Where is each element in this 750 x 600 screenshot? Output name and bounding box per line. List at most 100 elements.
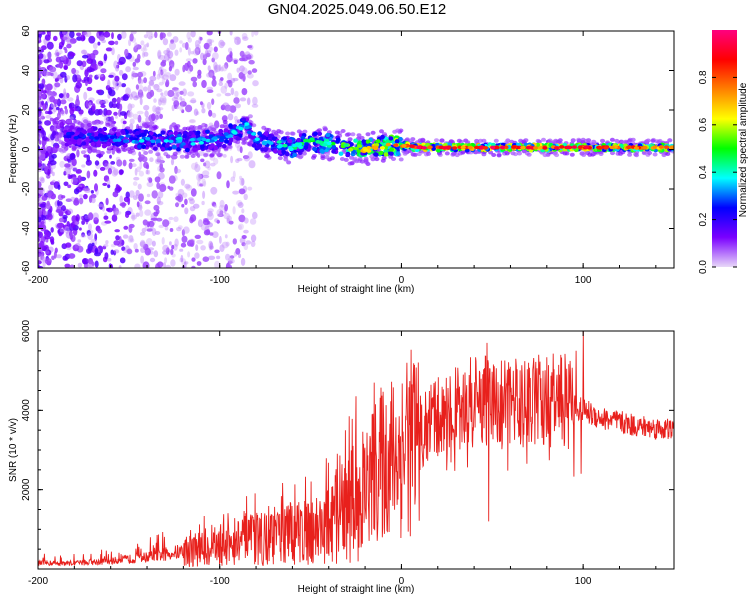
spectrogram-noise-point [165,79,170,87]
spectrogram-noise-point [189,198,195,205]
spectrogram-noise-point [69,107,75,116]
spectrogram-noise-point [169,74,177,82]
spectrogram-noise-point [153,83,160,91]
spectrogram-core-point [141,144,147,149]
spectrogram-noise-point [59,227,65,233]
spectrogram-band-point [350,132,356,137]
spectrogram-noise-point [62,56,69,65]
spectrogram-band-point [283,157,289,162]
spectrogram-noise-point [88,35,96,44]
spectrogram-noise-point [184,207,189,215]
spectrogram-noise-point [83,76,90,83]
spectrogram-noise-point [91,103,96,112]
spectrogram-noise-point [143,77,148,84]
spectrogram-noise-point [242,36,249,41]
spectrogram-noise-point [146,91,153,100]
spectrogram-noise-point [181,203,185,208]
spectrogram-noise-point [59,160,65,168]
colorbar: 0.0 0.2 0.4 0.6 0.8 Normalized spectral ampl… [698,30,749,274]
spectrogram-noise-point [127,103,133,112]
spectrogram-ridge-point [609,145,615,150]
spectrogram-noise-point [81,49,87,55]
spectrogram-noise-point [82,187,90,192]
spectrogram-noise-point [65,198,72,202]
spectrogram-band-point [296,129,302,134]
spectrogram-noise-point [130,91,138,98]
spectrogram-noise-point [220,77,224,81]
spectrogram-noise-point [158,55,166,60]
spectrogram-noise-point [239,57,246,62]
spectrogram-band-point [339,157,345,161]
spectrogram-noise-point [77,175,82,183]
spectrogram-core-point [140,129,146,134]
spectrogram-noise-point [57,184,61,190]
spectrogram-xtick-label: 0 [399,275,405,286]
spectrogram-noise-point [56,222,63,229]
spectrogram-noise-point [38,83,45,90]
spectrogram-noise-point [202,58,207,66]
spectrogram-noise-point [247,186,253,191]
spectrogram-ridge-point [499,145,506,150]
spectrogram-core-point [224,139,229,144]
spectrogram-ridge-point [427,145,433,150]
spectrogram-noise-point [56,63,64,68]
spectrogram-band-point [325,151,330,156]
spectrogram-noise-point [238,188,246,195]
spectrogram-noise-point [121,73,128,81]
spectrogram-marks [38,31,674,268]
spectrogram-noise-point [129,123,134,131]
spectrogram-ridge-point [642,145,648,150]
spectrogram-noise-point [248,44,254,50]
spectrogram-noise-point [246,97,251,106]
spectrogram-noise-point [138,151,142,157]
spectrogram-noise-point [144,43,149,48]
spectrogram-noise-point [216,171,222,180]
spectrogram-band-point [493,138,499,143]
spectrogram-noise-point [44,120,52,126]
spectrogram-noise-point [41,215,46,221]
spectrogram-band-point [517,151,522,156]
spectrogram-noise-point [38,31,43,34]
spectrogram-noise-point [147,176,152,182]
spectrogram-noise-point [111,214,118,222]
spectrogram-noise-point [197,219,203,228]
spectrogram-noise-point [119,103,123,112]
spectrogram-noise-point [227,47,233,53]
spectrogram-noise-point [146,42,150,48]
spectrogram-core-point [213,145,219,151]
spectrogram-noise-point [75,214,80,222]
spectrogram-noise-point [87,232,94,241]
spectrogram-band-point [297,155,303,160]
spectrogram-noise-point [127,235,134,243]
spectrogram-ridge-point [138,139,144,143]
spectrogram-noise-point [104,252,109,260]
spectrogram-noise-point [83,214,89,220]
spectrogram-noise-point [139,241,146,248]
spectrogram-noise-point [76,32,82,37]
spectrogram-ridge-point [112,138,118,143]
spectrogram-xtick-label: -200 [28,275,48,286]
spectrogram-noise-point [38,207,43,216]
spectrogram-noise-point [214,218,219,223]
spectrogram-ridge-point [276,144,283,149]
spectrogram-noise-point [157,49,162,59]
spectrogram-ridge-point [180,142,186,146]
spectrogram-ridge-point [250,132,257,136]
spectrogram-ytick-label: 40 [21,65,32,77]
spectrogram-noise-point [83,193,88,200]
spectrogram-noise-point [128,158,135,162]
spectrogram-band-point [395,128,401,133]
spectrogram-noise-point [54,247,58,254]
spectrogram-ylabel: Frequency (Hz) [8,115,19,184]
spectrogram-noise-point [244,51,251,57]
spectrogram-noise-point [226,180,230,189]
spectrogram-noise-point [160,99,167,106]
spectrogram-noise-point [170,39,175,44]
spectrogram-ridge-point [366,146,372,150]
spectrogram-noise-point [49,167,54,174]
spectrogram-noise-point [109,154,112,159]
spectrogram-noise-point [195,111,200,115]
spectrogram-noise-point [157,201,164,206]
spectrogram-noise-point [75,81,82,89]
spectrogram-noise-point [211,79,217,87]
